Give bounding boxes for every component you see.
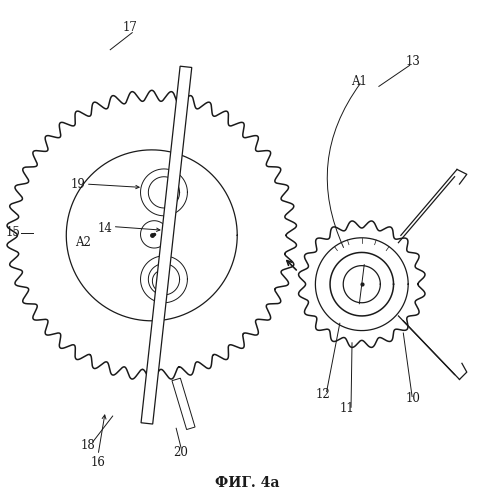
Text: 20: 20 [173,446,189,459]
Text: 10: 10 [406,392,420,406]
Text: 15: 15 [6,226,21,239]
Text: A2: A2 [76,236,91,249]
Text: 11: 11 [340,402,355,415]
Text: 12: 12 [315,388,330,400]
Text: ФИГ. 4а: ФИГ. 4а [215,476,279,490]
Text: 14: 14 [98,222,113,234]
Text: A1: A1 [351,75,367,88]
Polygon shape [172,378,195,430]
Text: 17: 17 [123,22,137,35]
Text: 19: 19 [71,178,86,190]
Text: 16: 16 [90,456,105,469]
Text: 13: 13 [406,56,420,68]
Polygon shape [141,66,192,424]
Text: 18: 18 [81,439,96,452]
